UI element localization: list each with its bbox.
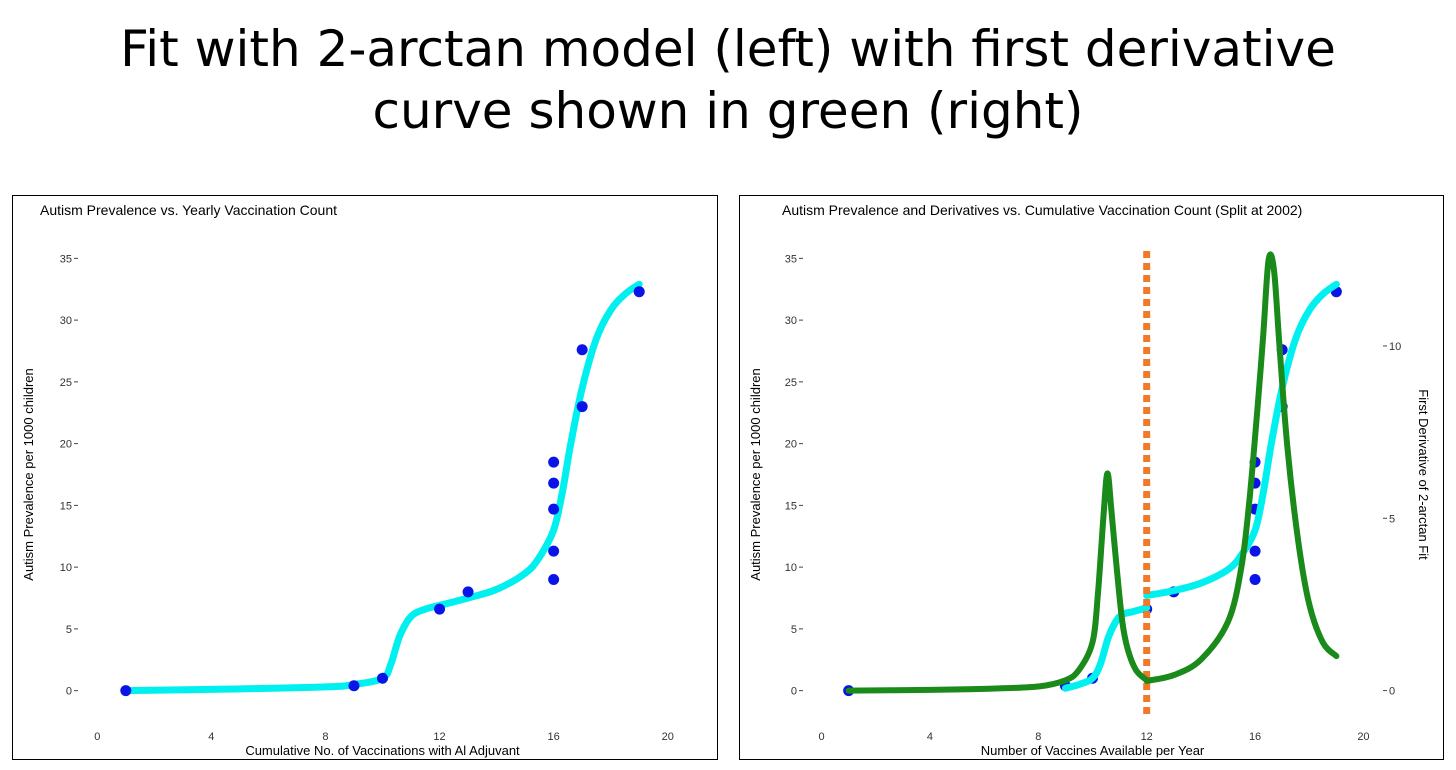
data-point <box>434 603 446 615</box>
data-point <box>1249 545 1261 557</box>
y-tick-label: 25 <box>785 377 797 389</box>
x-tick-label: 20 <box>662 731 674 743</box>
x-tick-label: 0 <box>94 731 100 743</box>
data-point <box>1249 573 1261 585</box>
slide-title-line-1: Fit with 2-arctan model (left) with firs… <box>120 20 1336 78</box>
x-tick-label: 20 <box>1357 731 1369 743</box>
y-tick-label: 20 <box>785 439 797 451</box>
data-point <box>377 672 388 684</box>
data-point <box>120 685 132 697</box>
y2-tick-label: 5 <box>1389 513 1395 525</box>
left-chart-panel: Autism Prevalence vs. Yearly Vaccination… <box>12 195 718 760</box>
x-axis-label: Number of Vaccines Available per Year <box>981 743 1205 758</box>
y2-tick-label: 0 <box>1389 686 1395 698</box>
data-point <box>548 573 560 585</box>
x-tick-label: 8 <box>1035 731 1041 743</box>
derivative-curve <box>845 470 1150 694</box>
x-tick-label: 16 <box>1249 731 1261 743</box>
fit-curve <box>122 280 643 695</box>
x-tick-label: 16 <box>548 731 560 743</box>
y-axis-label: Autism Prevalence per 1000 children <box>21 368 36 580</box>
right-chart-panel: Autism Prevalence and Derivatives vs. Cu… <box>739 195 1444 760</box>
chart-title: Autism Prevalence and Derivatives vs. Cu… <box>782 202 1302 218</box>
data-point <box>548 456 560 468</box>
data-point <box>576 401 588 413</box>
slide-title-line-2: curve shown in green (right) <box>372 82 1084 140</box>
y-tick-label: 15 <box>60 500 72 512</box>
data-point <box>576 344 588 356</box>
y-tick-label: 35 <box>785 253 797 265</box>
y-tick-label: 30 <box>785 315 797 327</box>
data-point <box>348 680 360 692</box>
x-tick-label: 12 <box>1141 731 1153 743</box>
y-tick-label: 0 <box>791 686 797 698</box>
y-tick-label: 10 <box>60 562 72 574</box>
derivative-curve <box>1143 251 1340 684</box>
x-tick-label: 12 <box>433 731 445 743</box>
fit-curve <box>1143 280 1340 599</box>
y-tick-label: 0 <box>66 686 72 698</box>
x-tick-label: 8 <box>322 731 328 743</box>
y-tick-label: 35 <box>60 253 72 265</box>
y2-tick-label: 10 <box>1389 341 1401 353</box>
y2-axis-label: First Derivative of 2-arctan Fit <box>1416 389 1431 560</box>
data-point <box>633 286 645 298</box>
y-tick-label: 15 <box>785 500 797 512</box>
fit-curve <box>1061 604 1151 692</box>
slide-title: Fit with 2-arctan model (left) with firs… <box>0 18 1456 142</box>
chart-title: Autism Prevalence vs. Yearly Vaccination… <box>40 202 337 218</box>
y-tick-label: 30 <box>60 315 72 327</box>
y-tick-label: 25 <box>60 377 72 389</box>
y-tick-label: 20 <box>60 439 72 451</box>
y-tick-label: 5 <box>66 624 72 636</box>
y-axis-label: Autism Prevalence per 1000 children <box>748 368 763 580</box>
y-tick-label: 5 <box>791 624 797 636</box>
x-tick-label: 0 <box>818 731 824 743</box>
data-point <box>548 503 560 515</box>
data-point <box>548 477 560 489</box>
x-axis-label: Cumulative No. of Vaccinations with Al A… <box>245 743 520 758</box>
x-tick-label: 4 <box>927 731 933 743</box>
left-chart: Autism Prevalence vs. Yearly Vaccination… <box>21 202 674 758</box>
data-point <box>462 586 474 598</box>
y-tick-label: 10 <box>785 562 797 574</box>
right-chart: Autism Prevalence and Derivatives vs. Cu… <box>748 202 1431 758</box>
x-tick-label: 4 <box>208 731 214 743</box>
data-point <box>548 545 560 557</box>
